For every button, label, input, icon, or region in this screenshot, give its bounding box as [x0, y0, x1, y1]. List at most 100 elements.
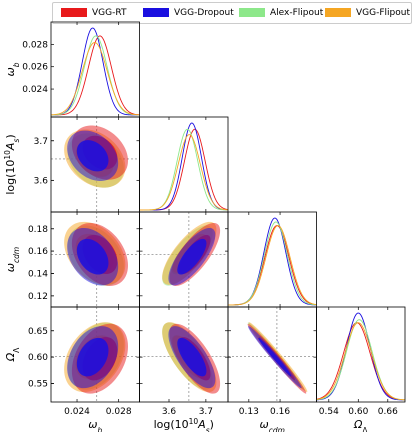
xlabel-As: log(1010As): [154, 417, 214, 432]
panel-OL-wc: [227, 306, 317, 403]
xtick-label-OL: 0.54: [319, 407, 339, 417]
xtick-label-As: 3.7: [199, 407, 213, 417]
marginal-vgg-rt-wb: [51, 35, 140, 116]
panel-OL-OL: [316, 306, 406, 403]
ylabel-OL-part: Λ: [12, 347, 21, 353]
contour-vgg-dropout-1sigma: [76, 140, 109, 172]
panel-wc-As: [139, 211, 229, 308]
contour-vgg-dropout-1sigma: [76, 337, 109, 377]
panel-OL-wb: [50, 306, 140, 403]
legend-label: VGG-Dropout: [174, 8, 234, 18]
ytick-label-wb: 0.028: [22, 40, 48, 50]
ytick-label-As: 3.7: [34, 137, 48, 147]
ylabel-As-part: s: [12, 139, 21, 143]
ytick-label-As: 3.6: [34, 176, 49, 186]
xlabel-As-part: A: [197, 418, 206, 431]
panel-wc-wc: [227, 211, 317, 308]
panel-wc-wb: [50, 211, 140, 308]
xlabel-wb-part: ω: [88, 418, 97, 431]
panel-content: [228, 307, 317, 402]
contour-vgg-dropout-1sigma: [76, 238, 109, 275]
panel-content: [51, 117, 140, 212]
xlabel-As-part: ): [210, 418, 214, 431]
ylabel-wc: ωcdm: [4, 247, 21, 272]
xlabel-As-part: 10: [189, 417, 199, 426]
panel-content: [139, 212, 228, 307]
panel-As-wb: [50, 116, 140, 213]
panel-content: [51, 307, 140, 402]
ytick-label-wc: 0.12: [28, 292, 48, 302]
legend-swatch: [239, 8, 265, 17]
marginal-vgg-rt-wc: [228, 225, 317, 306]
xtick-label-wb: 0.028: [106, 407, 132, 417]
marginal-vgg-flipout-As: [139, 134, 228, 211]
ylabel-OL: ΩΛ: [4, 347, 21, 362]
ylabel-As-part: ): [4, 134, 17, 138]
xlabel-wb: ωb: [88, 418, 102, 432]
ylabel-As-part: A: [4, 143, 17, 152]
panel-content: [51, 212, 140, 307]
ylabel-wb: ωb: [4, 62, 21, 76]
marginal-vgg-rt-As: [139, 128, 228, 211]
legend-swatch: [143, 8, 169, 17]
ylabel-wb-part: ω: [4, 67, 17, 76]
xlabel-wc: ωcdm: [260, 418, 285, 432]
marginal-vgg-flipout-OL: [316, 322, 405, 401]
ytick-label-OL: 0.60: [28, 353, 48, 363]
marginal-vgg-flipout-wc: [228, 225, 317, 306]
panel-content: [228, 217, 317, 306]
legend-swatch: [325, 8, 351, 17]
marginal-alex-flipout-wb: [51, 35, 140, 116]
panel-As-As: [139, 116, 229, 213]
xtick-label-wc: 0.16: [270, 407, 290, 417]
legend-swatch: [61, 8, 87, 17]
marginal-vgg-dropout-OL: [316, 312, 405, 401]
ylabel-OL-part: Ω: [4, 352, 17, 362]
xlabel-wc-part: ω: [260, 418, 269, 431]
panel-wb-wb: [50, 21, 140, 118]
contour-vgg-dropout-1sigma: [177, 337, 207, 377]
ytick-label-wc: 0.18: [28, 225, 48, 235]
panel-frame: [316, 306, 406, 403]
ytick-label-OL: 0.65: [28, 327, 48, 337]
ytick-label-wc: 0.16: [28, 247, 48, 257]
xlabel-wb-part: b: [97, 426, 102, 432]
ylabel-As-part: log(10: [4, 160, 17, 195]
xtick-label-OL: 0.66: [378, 407, 398, 417]
panel-content: [139, 122, 228, 211]
xlabel-As-part: s: [206, 426, 210, 432]
ylabel-wb-part: b: [12, 62, 21, 67]
xtick-label-wc: 0.13: [239, 407, 259, 417]
ylabel-As: log(1010As): [3, 134, 21, 194]
panel-content: [139, 307, 228, 402]
xtick-label-wb: 0.024: [64, 407, 90, 417]
marginal-alex-flipout-OL: [316, 319, 405, 401]
xlabel-As-part: log(10: [154, 418, 189, 431]
xlabel-OL-part: Ω: [353, 418, 363, 431]
legend: VGG-RT VGG-Dropout Alex-Flipout VGG-Flip…: [52, 2, 412, 24]
xlabel-OL-part: Λ: [362, 426, 368, 432]
xtick-label-OL: 0.60: [348, 407, 368, 417]
xlabel-OL: ΩΛ: [353, 418, 368, 432]
xlabel-wc-part: cdm: [269, 426, 285, 432]
ytick-label-wb: 0.026: [22, 63, 48, 73]
panel-content: [51, 27, 140, 116]
ytick-label-wc: 0.14: [28, 269, 48, 279]
contour-vgg-dropout-1sigma: [177, 238, 207, 275]
marginal-vgg-flipout-wb: [51, 42, 140, 116]
marginal-vgg-dropout-wb: [51, 27, 140, 116]
panel-content: [316, 312, 405, 401]
ytick-label-OL: 0.55: [28, 380, 48, 390]
marginal-vgg-rt-OL: [316, 322, 405, 401]
ylabel-As-part: 10: [3, 150, 12, 160]
legend-label: Alex-Flipout: [270, 8, 324, 18]
ytick-label-wb: 0.024: [22, 85, 48, 95]
xtick-label-As: 3.6: [162, 407, 177, 417]
legend-label: VGG-RT: [92, 8, 127, 18]
legend-label: VGG-Flipout: [356, 8, 410, 18]
panel-OL-As: [139, 306, 229, 403]
contour-vgg-dropout-1sigma: [258, 337, 292, 377]
ylabel-wc-part: cdm: [12, 247, 21, 263]
ylabel-wc-part: ω: [4, 263, 17, 272]
